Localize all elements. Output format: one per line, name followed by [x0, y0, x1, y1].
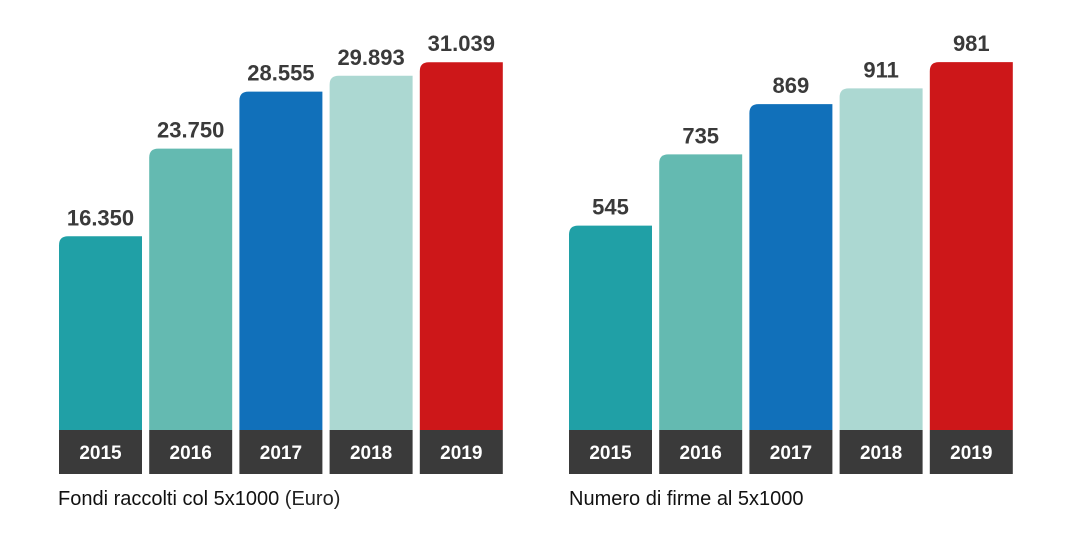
chart-0-category-label-2017: 2017: [260, 443, 302, 464]
chart-0-unit: (Euro): [284, 488, 341, 510]
chart-1-value-label-2018: 911: [863, 57, 899, 82]
chart-1-value-label-2015: 545: [592, 195, 629, 220]
chart-0-value-label-2017: 28.555: [247, 61, 314, 86]
chart-0-category-band-2017: [239, 430, 323, 474]
chart-1-category-band-2015: [569, 430, 652, 474]
chart-0-caption: Fondi raccolti col 5x1000 (Euro): [58, 488, 340, 511]
chart-1-category-label-2018: 2018: [860, 443, 902, 464]
chart-0-title: Fondi raccolti col 5x1000: [58, 488, 280, 510]
chart-1-category-band-2019: [929, 430, 1013, 474]
chart-1-title: Numero di firme al 5x1000: [569, 488, 804, 510]
chart-0-value-label-2018: 29.893: [337, 45, 404, 70]
chart-0-category-label-2015: 2015: [79, 443, 122, 464]
chart-1-caption: Numero di firme al 5x1000: [569, 488, 804, 511]
chart-0-value-label-2019: 31.039: [428, 31, 495, 56]
chart-fondi-raccolti: 16.350 2015 23.750 2016 28.555 2017 29.893 2018…: [59, 31, 503, 474]
chart-0-value-label-2016: 23.750: [157, 118, 224, 143]
chart-1-bar-2015: [569, 225, 652, 430]
chart-1-bar-2017: [749, 104, 833, 430]
chart-1-bar-2019: [929, 62, 1013, 430]
chart-0-category-band-2019: [419, 430, 503, 474]
chart-1-category-label-2019: 2019: [950, 443, 992, 464]
chart-0-bar-2018: [329, 75, 413, 431]
chart-1-value-label-2017: 869: [773, 73, 810, 98]
chart-1-value-label-2019: 981: [953, 31, 990, 56]
chart-0-category-label-2019: 2019: [440, 443, 482, 464]
chart-1-bar-2016: [659, 154, 743, 430]
chart-1-category-band-2016: [659, 430, 743, 474]
chart-0-category-band-2018: [329, 430, 413, 474]
chart-1-value-label-2016: 735: [682, 123, 719, 148]
chart-1-category-band-2018: [839, 430, 923, 474]
chart-0-bar-2015: [59, 236, 142, 430]
chart-numero-firme: 545 2015 735 2016 869 2017 911 2018 981 2019: [569, 31, 1013, 474]
chart-0-category-label-2018: 2018: [350, 443, 392, 464]
chart-0-value-label-2015: 16.350: [67, 205, 134, 230]
chart-1-category-band-2017: [749, 430, 833, 474]
chart-0-category-band-2016: [149, 430, 233, 474]
chart-0-category-label-2016: 2016: [170, 443, 212, 464]
chart-0-bar-2019: [419, 62, 503, 430]
chart-1-category-label-2017: 2017: [770, 443, 812, 464]
chart-1-category-label-2016: 2016: [680, 443, 722, 464]
chart-0-bar-2016: [149, 148, 233, 430]
chart-0-bar-2017: [239, 91, 323, 430]
chart-0-category-band-2015: [59, 430, 142, 474]
chart-1-category-label-2015: 2015: [589, 443, 632, 464]
chart-1-bar-2018: [839, 88, 923, 430]
